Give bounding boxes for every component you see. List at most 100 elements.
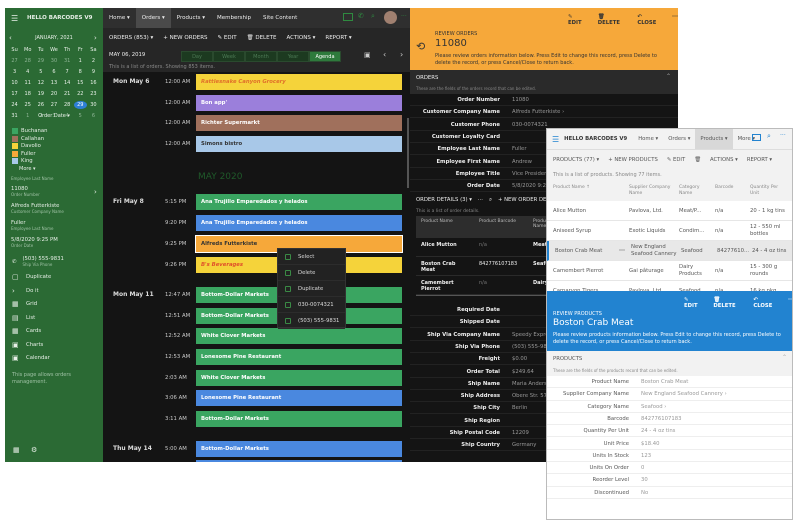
next-icon[interactable]: › — [400, 50, 404, 59]
delete-button[interactable]: 🗑 DELETE — [597, 14, 621, 26]
calendar-day[interactable]: 27 — [11, 58, 18, 64]
sidebar-action-charts[interactable]: ▣ Charts — [12, 341, 43, 349]
calendar-day[interactable]: 12 — [37, 80, 45, 86]
calendar-day[interactable]: 5 — [39, 69, 43, 75]
context-menu-item[interactable]: Select — [278, 249, 345, 265]
calendar-day[interactable]: 15 — [77, 80, 84, 86]
nav-site[interactable]: Site Content — [263, 15, 298, 21]
calendar-day[interactable]: 23 — [90, 91, 97, 97]
ship-phone[interactable]: ✆ (503) 555-9831 Ship Via Phone — [12, 256, 64, 268]
sidebar-action-cards[interactable]: ▦ Cards — [12, 327, 41, 335]
calendar-day[interactable]: 2 — [39, 113, 43, 119]
calendar-day[interactable]: 5 — [78, 113, 82, 119]
calendar-day[interactable]: 13 — [50, 80, 58, 86]
edit-button[interactable]: ✎ EDIT — [666, 156, 686, 163]
close-button[interactable]: ↶ CLOSE — [753, 297, 773, 309]
view-tab-month[interactable]: Month — [245, 51, 277, 62]
calendar-day[interactable]: 2 — [91, 58, 96, 64]
calendar-day[interactable]: 4 — [65, 113, 69, 119]
calendar-day[interactable]: 25 — [24, 102, 31, 108]
monitor-icon[interactable] — [752, 134, 761, 141]
sidebar-action-list[interactable]: ▤ List — [12, 314, 35, 322]
view-tab-day[interactable]: Day — [181, 51, 213, 62]
view-tab-agenda[interactable]: Agenda — [309, 51, 341, 62]
field-value[interactable]: Alfreds Futterkiste › — [512, 109, 565, 116]
column-header[interactable]: Barcode — [715, 185, 734, 190]
next-month-icon[interactable]: › — [94, 34, 97, 42]
sidebar-action-do-it[interactable]: › Do it — [12, 287, 39, 295]
search-icon[interactable]: ⌕ — [488, 197, 492, 203]
context-menu-item[interactable]: Delete — [278, 265, 345, 281]
context-menu-item[interactable]: (503) 555-9831 — [278, 313, 345, 329]
calendar-day[interactable]: 14 — [63, 80, 71, 86]
report-dropdown[interactable]: REPORT ▾ — [325, 35, 352, 41]
agenda-event[interactable]: Bottom-Dollar Markets — [196, 411, 402, 427]
legend-item-davolio[interactable]: Davolio — [12, 143, 41, 149]
nav-orders[interactable]: Orders ▾ — [135, 8, 171, 28]
calendar-day[interactable]: 27 — [50, 102, 58, 108]
details-table-row[interactable]: Boston Crab Meat 842776107183 Seafood — [416, 257, 556, 276]
calendar-day[interactable]: 10 — [11, 80, 18, 86]
menu-icon[interactable]: ☰ — [552, 134, 560, 144]
calendar-day[interactable]: 31 — [63, 58, 71, 64]
calendar-day[interactable]: 22 — [77, 91, 84, 97]
order-details-dropdown[interactable]: ORDER DETAILS (3) ▾ — [416, 197, 472, 203]
more-icon[interactable]: ··· — [787, 297, 792, 303]
sidebar-action-grid[interactable]: ▦ Grid — [12, 300, 37, 308]
calendar-day[interactable]: 30 — [90, 102, 97, 108]
calendar-day[interactable]: 16 — [90, 80, 97, 86]
sidebar-action-calendar[interactable]: ▣ Calendar — [12, 354, 50, 362]
legend-item-king[interactable]: King — [12, 158, 33, 164]
chevron-right-icon[interactable]: › — [94, 188, 97, 196]
search-icon[interactable]: ⌕ — [371, 12, 375, 20]
monitor-icon[interactable] — [343, 13, 353, 21]
calendar-icon[interactable]: ▣ — [364, 51, 371, 59]
calendar-day[interactable]: 17 — [11, 91, 18, 97]
legend-item-fuller[interactable]: Fuller — [12, 150, 36, 157]
orders-view-dropdown[interactable]: ORDERS (853) ▾ — [109, 35, 154, 41]
more-icon[interactable]: ··· — [401, 13, 407, 20]
calendar-day[interactable]: 20 — [50, 91, 58, 97]
edit-button[interactable]: ✎ EDIT — [684, 297, 698, 309]
new-orders-button[interactable]: + NEW ORDERS — [163, 35, 208, 41]
column-header[interactable]: Category Name — [679, 185, 700, 196]
close-button[interactable]: ↶ CLOSE — [637, 14, 657, 26]
edit-button[interactable]: ✎ EDIT — [217, 35, 237, 41]
delete-icon[interactable]: 🗑 — [694, 156, 701, 163]
calendar-day[interactable]: 19 — [37, 91, 45, 97]
view-tab-year[interactable]: Year — [277, 51, 309, 62]
agenda-event[interactable]: Bottom-Dollar Markets — [196, 441, 402, 457]
nav-products[interactable]: Products ▾ — [695, 129, 733, 149]
mini-calendar[interactable]: Su Mo Tu We Th Fr Sa 27 28 29 30 31 1 2 3 4 5 6 7 8 9 10 11 12 1… — [8, 46, 100, 120]
agenda-event[interactable]: Ana Trujillo Emparedados y helados — [196, 194, 402, 210]
calendar-day[interactable]: 28 — [24, 58, 31, 64]
orders-section-header[interactable]: ORDERS These are the fields of the order… — [410, 70, 678, 94]
calendar-day[interactable]: 6 — [91, 113, 96, 119]
products-table-row[interactable]: Alice Mutton Pavlova, Ltd. Meat/P... n/a 20 … — [547, 201, 792, 221]
calendar-day[interactable]: 8 — [78, 69, 82, 75]
new-order-details-button[interactable]: + NEW ORDER DETAILS — [497, 197, 561, 203]
new-products-button[interactable]: + NEW PRODUCTS — [608, 156, 658, 163]
context-menu-item[interactable]: Duplicate — [278, 281, 345, 297]
column-header[interactable]: Supplier Company Name — [629, 185, 671, 196]
report-dropdown[interactable]: REPORT ▾ — [746, 156, 773, 163]
search-icon[interactable]: ⌕ — [767, 132, 771, 140]
collapse-icon[interactable]: ⌃ — [782, 354, 788, 361]
agenda-event[interactable]: Bon app' — [196, 95, 402, 111]
menu-icon[interactable]: ☰ — [11, 14, 19, 23]
calendar-day[interactable]: 29 — [73, 101, 87, 109]
agenda-event[interactable] — [196, 460, 402, 462]
scrollbar[interactable] — [407, 118, 409, 188]
nav-home[interactable]: Home ▾ — [109, 15, 130, 21]
calendar-day[interactable]: 26 — [37, 102, 45, 108]
products-table-row[interactable]: Camembert Pierrot Gai pâturage Dairy Produ… — [547, 261, 792, 281]
calendar-day[interactable]: 29 — [37, 58, 45, 64]
agenda-event[interactable]: Lonesome Pine Restaurant — [196, 349, 402, 365]
calendar-day[interactable]: 1 — [26, 113, 30, 119]
calendar-day[interactable]: 31 — [11, 113, 18, 119]
actions-dropdown[interactable]: ACTIONS ▾ — [709, 156, 738, 163]
more-icon[interactable]: ··· — [477, 197, 483, 203]
agenda-event[interactable]: Rattlesnake Canyon Grocery — [196, 74, 402, 90]
view-tab-week[interactable]: Week — [213, 51, 245, 62]
